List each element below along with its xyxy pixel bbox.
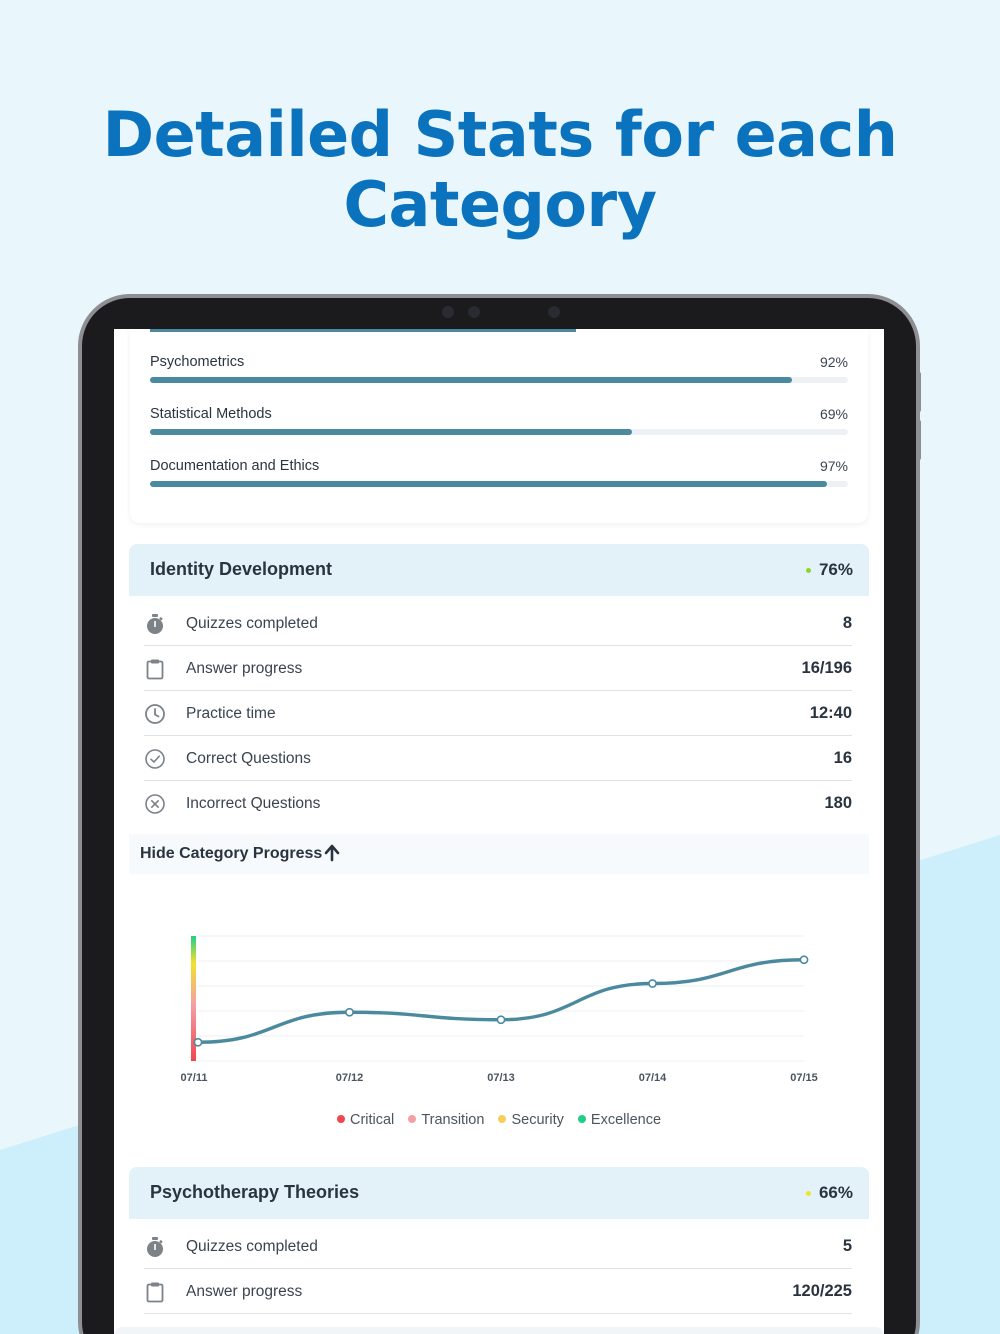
x-tick-label: 07/15 bbox=[790, 1072, 818, 1084]
volume-button bbox=[916, 420, 921, 460]
stat-value: 8 bbox=[842, 614, 852, 632]
stat-row-incorrect-questions: Incorrect Questions 180 bbox=[144, 781, 852, 826]
x-tick-label: 07/12 bbox=[336, 1072, 364, 1084]
category-percent: 76% bbox=[818, 560, 853, 579]
stat-value: 5 bbox=[842, 1237, 852, 1255]
legend-label: Security bbox=[511, 1112, 564, 1128]
progress-fill bbox=[150, 429, 632, 435]
stat-row-practice-time: Practice time 12:40 bbox=[144, 691, 852, 736]
stopwatch-icon bbox=[147, 614, 163, 634]
toggle-label: Hide Category Progress bbox=[140, 845, 323, 862]
line-chart: 07/11 07/12 07/13 07/14 07/15 bbox=[181, 935, 818, 1084]
stat-value: 12:40 bbox=[809, 704, 852, 722]
legend-label: Excellence bbox=[590, 1112, 662, 1128]
clipboard-icon bbox=[146, 1282, 164, 1303]
progress-fill bbox=[150, 481, 828, 487]
stat-label: Quizzes completed bbox=[186, 615, 318, 632]
chart-legend: Critical Transition Security Excellence bbox=[129, 1112, 869, 1128]
progress-fill bbox=[150, 377, 793, 383]
progress-track bbox=[150, 429, 848, 435]
series-line bbox=[196, 958, 806, 1044]
stat-label: Practice time bbox=[186, 705, 276, 722]
category-status-dot bbox=[806, 568, 811, 573]
stat-label: Incorrect Questions bbox=[186, 795, 321, 812]
data-point bbox=[345, 1007, 354, 1017]
app-screen: Psychometrics 92% Statistical Methods 69… bbox=[114, 329, 884, 1334]
stat-row-answer-progress: Answer progress 120/225 bbox=[144, 1269, 852, 1314]
progress-track bbox=[150, 377, 848, 383]
stat-value: 16 bbox=[833, 749, 852, 767]
category-progress-card bbox=[130, 329, 868, 523]
category-status-dot bbox=[806, 1191, 811, 1196]
stat-row-answer-progress: Answer progress 16/196 bbox=[144, 646, 852, 691]
progress-label: Psychometrics bbox=[150, 354, 245, 370]
stat-label: Quizzes completed bbox=[186, 1238, 318, 1255]
progress-bar-remnant bbox=[150, 329, 576, 332]
legend-swatch bbox=[336, 1115, 345, 1123]
x-tick-label: 07/11 bbox=[181, 1072, 208, 1084]
legend-label: Transition bbox=[421, 1112, 485, 1128]
headline-line-1: Detailed Stats for each bbox=[102, 98, 898, 171]
progress-label: Documentation and Ethics bbox=[150, 458, 320, 474]
legend-label: Critical bbox=[349, 1112, 395, 1128]
category-title: Psychotherapy Theories bbox=[150, 1182, 360, 1202]
category-progress-chart: 07/11 07/12 07/13 07/14 07/15 Critical Trans… bbox=[129, 874, 869, 1149]
volume-button bbox=[916, 372, 921, 412]
camera-dot bbox=[468, 306, 480, 318]
progress-percent: 69% bbox=[819, 406, 848, 422]
legend-item-transition: Transition bbox=[408, 1112, 484, 1128]
headline-line-2: Category bbox=[343, 168, 658, 241]
stat-row-quizzes-completed: Quizzes completed 5 bbox=[144, 1224, 852, 1269]
clock-icon bbox=[145, 704, 165, 724]
stopwatch-icon bbox=[147, 1237, 163, 1257]
check-circle-icon bbox=[145, 749, 165, 769]
data-point bbox=[799, 955, 809, 965]
progress-label: Statistical Methods bbox=[150, 406, 272, 422]
stat-value: 180 bbox=[824, 794, 852, 812]
clipboard-icon bbox=[146, 659, 164, 680]
y-axis-gradient-bar bbox=[191, 936, 196, 1061]
stat-value: 120/225 bbox=[792, 1282, 852, 1300]
category-header-identity-development[interactable]: Identity Development 76% bbox=[129, 544, 869, 596]
hide-category-progress-toggle[interactable]: Hide Category Progress bbox=[129, 834, 869, 874]
category-title: Identity Development bbox=[150, 559, 333, 579]
stat-row-correct-questions: Correct Questions 16 bbox=[144, 736, 852, 781]
stat-label: Correct Questions bbox=[186, 750, 311, 767]
data-point bbox=[648, 979, 657, 988]
arrow-up-icon bbox=[324, 844, 340, 862]
next-card-edge bbox=[114, 1327, 884, 1334]
stat-row-quizzes-completed: Quizzes completed 8 bbox=[144, 601, 852, 646]
category-header-psychotherapy-theories[interactable]: Psychotherapy Theories 66% bbox=[129, 1167, 869, 1219]
stat-label: Answer progress bbox=[186, 660, 303, 677]
camera-dot bbox=[548, 306, 560, 318]
stat-label: Answer progress bbox=[186, 1283, 303, 1300]
x-circle-icon bbox=[145, 794, 165, 814]
legend-swatch bbox=[408, 1115, 417, 1123]
progress-percent: 97% bbox=[819, 458, 848, 474]
progress-track bbox=[150, 481, 848, 487]
data-point bbox=[496, 1015, 506, 1025]
headline: Detailed Stats for each Category bbox=[0, 100, 1000, 240]
progress-percent: 92% bbox=[819, 354, 848, 370]
camera-dot bbox=[442, 306, 454, 318]
x-tick-label: 07/14 bbox=[639, 1072, 667, 1084]
category-percent: 66% bbox=[818, 1183, 853, 1202]
legend-item-critical: Critical bbox=[336, 1112, 395, 1128]
legend-item-security: Security bbox=[498, 1112, 564, 1128]
legend-item-excellence: Excellence bbox=[577, 1112, 662, 1128]
data-point bbox=[193, 1037, 203, 1047]
stat-value: 16/196 bbox=[801, 659, 852, 677]
legend-swatch bbox=[498, 1115, 507, 1123]
legend-swatch bbox=[577, 1115, 586, 1123]
x-tick-label: 07/13 bbox=[487, 1072, 515, 1084]
